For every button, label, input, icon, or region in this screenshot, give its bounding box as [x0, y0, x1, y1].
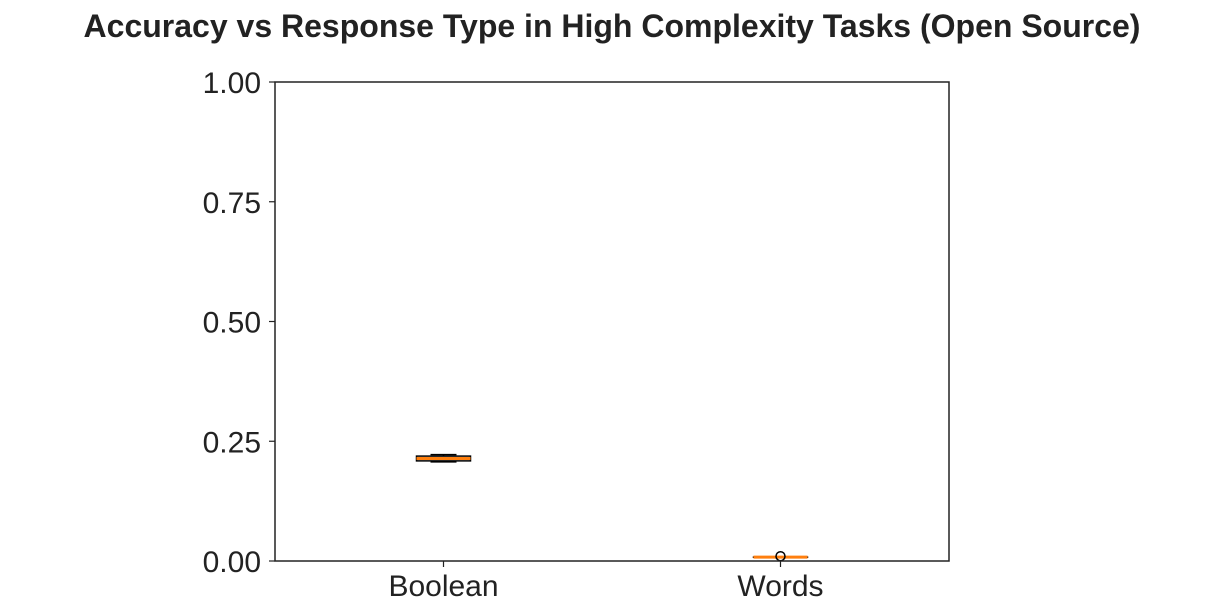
box-words — [752, 550, 809, 562]
x-tick-label: Words — [737, 570, 823, 603]
chart-title: Accuracy vs Response Type in High Comple… — [83, 8, 1141, 44]
y-tick-label: 0.25 — [203, 426, 261, 459]
box-boolean — [415, 453, 472, 463]
x-tick-label: Boolean — [388, 570, 498, 603]
y-tick-label: 0.50 — [203, 307, 261, 340]
y-tick-label: 0.00 — [203, 546, 261, 579]
plot-area-frame — [274, 81, 950, 562]
y-tick-label: 1.00 — [203, 67, 261, 100]
y-tick-label: 0.75 — [203, 187, 261, 220]
